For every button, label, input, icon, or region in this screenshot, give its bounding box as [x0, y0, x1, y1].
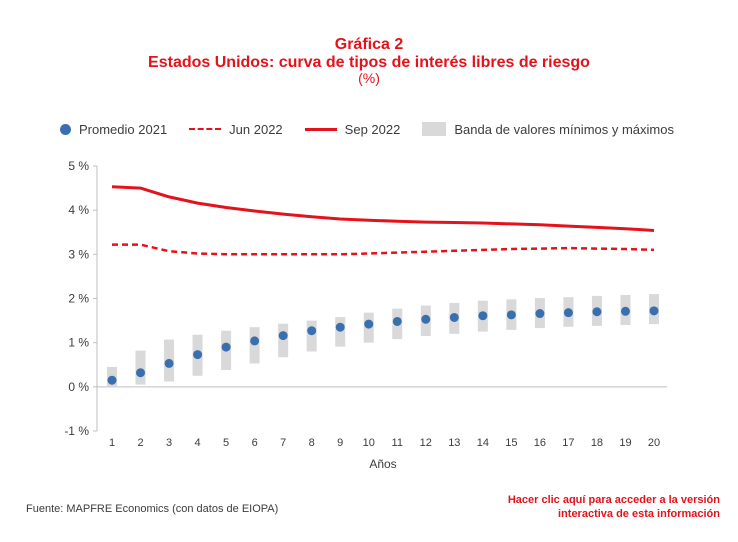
series-point-promedio-2021: [620, 306, 630, 316]
series-point-promedio-2021: [221, 342, 231, 352]
y-tick-label: -1 %: [64, 424, 89, 438]
chart-legend: Promedio 2021 Jun 2022 Sep 2022 Banda de…: [60, 119, 674, 139]
y-tick-label: 0 %: [68, 380, 89, 394]
interactive-version-link[interactable]: Hacer clic aquí para acceder a la versió…: [508, 493, 720, 521]
link-line-1: Hacer clic aquí para acceder a la versió…: [507, 494, 720, 506]
series-point-promedio-2021: [278, 331, 288, 341]
series-point-promedio-2021: [421, 314, 431, 324]
series-point-promedio-2021: [506, 310, 516, 320]
chart-axes: -1 %0 %1 %2 %3 %4 %5 %1 2 3 4 5 6 7 8 9 10 11 12 13 1…: [64, 159, 667, 449]
x-tick-label: 15: [505, 437, 517, 449]
series-point-promedio-2021: [392, 316, 402, 326]
x-axis-title: Años: [369, 457, 396, 471]
series-line-jun-2022: [112, 243, 655, 256]
series-point-promedio-2021: [364, 319, 374, 329]
legend-label-sep: Sep 2022: [344, 121, 401, 137]
series-point-promedio-2021: [649, 306, 659, 316]
legend-item-sep: Sep 2022: [304, 121, 401, 137]
series-point-promedio-2021: [592, 307, 602, 317]
series-lines: [111, 185, 655, 256]
legend-dot-marker: [60, 123, 71, 135]
series-point-promedio-2021: [335, 322, 345, 332]
legend-solid-line-marker: [304, 127, 337, 131]
series-point-promedio-2021: [307, 326, 317, 336]
link-line-2: interactiva de esta información: [558, 508, 720, 520]
band-bar: [278, 323, 289, 358]
legend-label-jun: Jun 2022: [229, 121, 283, 137]
x-tick-label: 2: [137, 437, 143, 449]
band-bars: [107, 294, 659, 387]
legend-label-banda: Banda de valores mínimos y máximos: [454, 121, 674, 137]
y-tick-label: 5 %: [68, 159, 89, 173]
legend-dashed-line-marker: [189, 128, 222, 130]
series-point-promedio-2021: [107, 375, 117, 385]
series-point-promedio-2021: [250, 336, 260, 346]
x-tick-label: 3: [166, 437, 172, 449]
x-tick-label: 6: [252, 437, 258, 449]
x-tick-label: 14: [477, 437, 489, 449]
x-tick-label: 13: [448, 437, 460, 449]
x-tick-label: 7: [280, 437, 286, 449]
band-bar: [306, 320, 317, 352]
series-line-sep-2022: [111, 185, 655, 232]
x-tick-label: 17: [562, 437, 574, 449]
chart-subtitle: Estados Unidos: curva de tipos de interé…: [148, 54, 590, 71]
x-tick-label: 19: [619, 437, 631, 449]
chart-titles: Gráfica 2 Estados Unidos: curva de tipos…: [0, 36, 738, 86]
series-point-promedio-2021: [136, 368, 146, 378]
x-tick-label: 9: [337, 437, 343, 449]
x-tick-label: 4: [195, 437, 201, 449]
band-bar: [335, 317, 346, 347]
x-tick-label: 18: [591, 437, 603, 449]
x-tick-label: 1: [109, 437, 115, 449]
y-tick-label: 2 %: [68, 292, 89, 306]
legend-item-banda: Banda de valores mínimos y máximos: [422, 122, 674, 137]
legend-item-jun: Jun 2022: [189, 122, 283, 137]
legend-item-promedio: Promedio 2021: [60, 122, 167, 137]
series-point-promedio-2021: [193, 350, 203, 360]
x-tick-label: 16: [534, 437, 546, 449]
chart-unit: (%): [358, 70, 380, 86]
x-tick-label: 10: [363, 437, 375, 449]
legend-label-promedio: Promedio 2021: [79, 121, 168, 137]
chart-title: Gráfica 2: [334, 36, 404, 53]
y-tick-label: 3 %: [68, 247, 89, 261]
x-tick-label: 11: [392, 437, 403, 449]
series-point-promedio-2021: [563, 308, 573, 318]
y-tick-label: 1 %: [68, 336, 89, 350]
series-dots: [107, 306, 659, 385]
x-tick-label: 12: [420, 437, 432, 449]
x-tick-label: 5: [223, 437, 229, 449]
legend-band-marker: [422, 122, 447, 136]
x-tick-label: 8: [309, 437, 315, 449]
source-note: Fuente: MAPFRE Economics (con datos de E…: [26, 503, 279, 515]
y-tick-label: 4 %: [68, 203, 89, 217]
series-point-promedio-2021: [478, 311, 488, 321]
x-tick-label: 20: [648, 437, 660, 449]
series-point-promedio-2021: [535, 309, 545, 319]
series-point-promedio-2021: [449, 312, 459, 322]
series-point-promedio-2021: [164, 358, 174, 368]
band-bar: [135, 350, 146, 385]
